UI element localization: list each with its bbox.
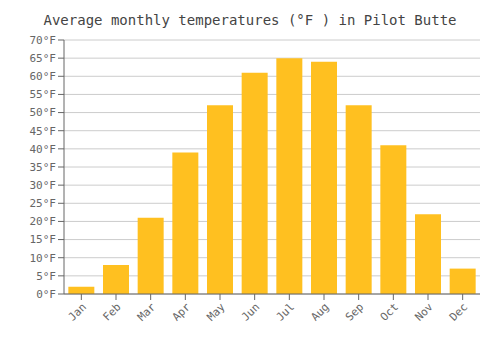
svg-text:0°F: 0°F [36, 288, 56, 301]
svg-text:5°F: 5°F [36, 270, 56, 283]
svg-text:35°F: 35°F [30, 161, 57, 174]
svg-text:50°F: 50°F [30, 106, 57, 119]
svg-text:Feb: Feb [100, 300, 123, 323]
svg-text:65°F: 65°F [30, 52, 57, 65]
svg-text:60°F: 60°F [30, 70, 57, 83]
svg-text:30°F: 30°F [30, 179, 57, 192]
svg-text:20°F: 20°F [30, 215, 57, 228]
svg-text:Oct: Oct [378, 300, 401, 323]
svg-text:10°F: 10°F [30, 252, 57, 265]
svg-text:70°F: 70°F [30, 34, 57, 47]
svg-text:Dec: Dec [447, 300, 470, 323]
svg-text:Nov: Nov [412, 300, 436, 324]
svg-text:25°F: 25°F [30, 197, 57, 210]
svg-text:Jan: Jan [66, 300, 89, 323]
svg-text:Apr: Apr [170, 300, 194, 324]
svg-text:15°F: 15°F [30, 233, 57, 246]
svg-text:Aug: Aug [308, 300, 331, 323]
svg-text:May: May [204, 300, 228, 324]
svg-text:Jun: Jun [239, 300, 262, 323]
html-text:Average monthly temperatures (: Average monthly temperatures (°F ) in Pi… [43, 12, 457, 28]
svg-text:45°F: 45°F [30, 125, 57, 138]
svg-text:Sep: Sep [343, 300, 366, 323]
svg-text:Jul: Jul [274, 300, 297, 323]
svg-text:Mar: Mar [135, 300, 159, 324]
svg-text:55°F: 55°F [30, 88, 57, 101]
svg-text:40°F: 40°F [30, 143, 57, 156]
